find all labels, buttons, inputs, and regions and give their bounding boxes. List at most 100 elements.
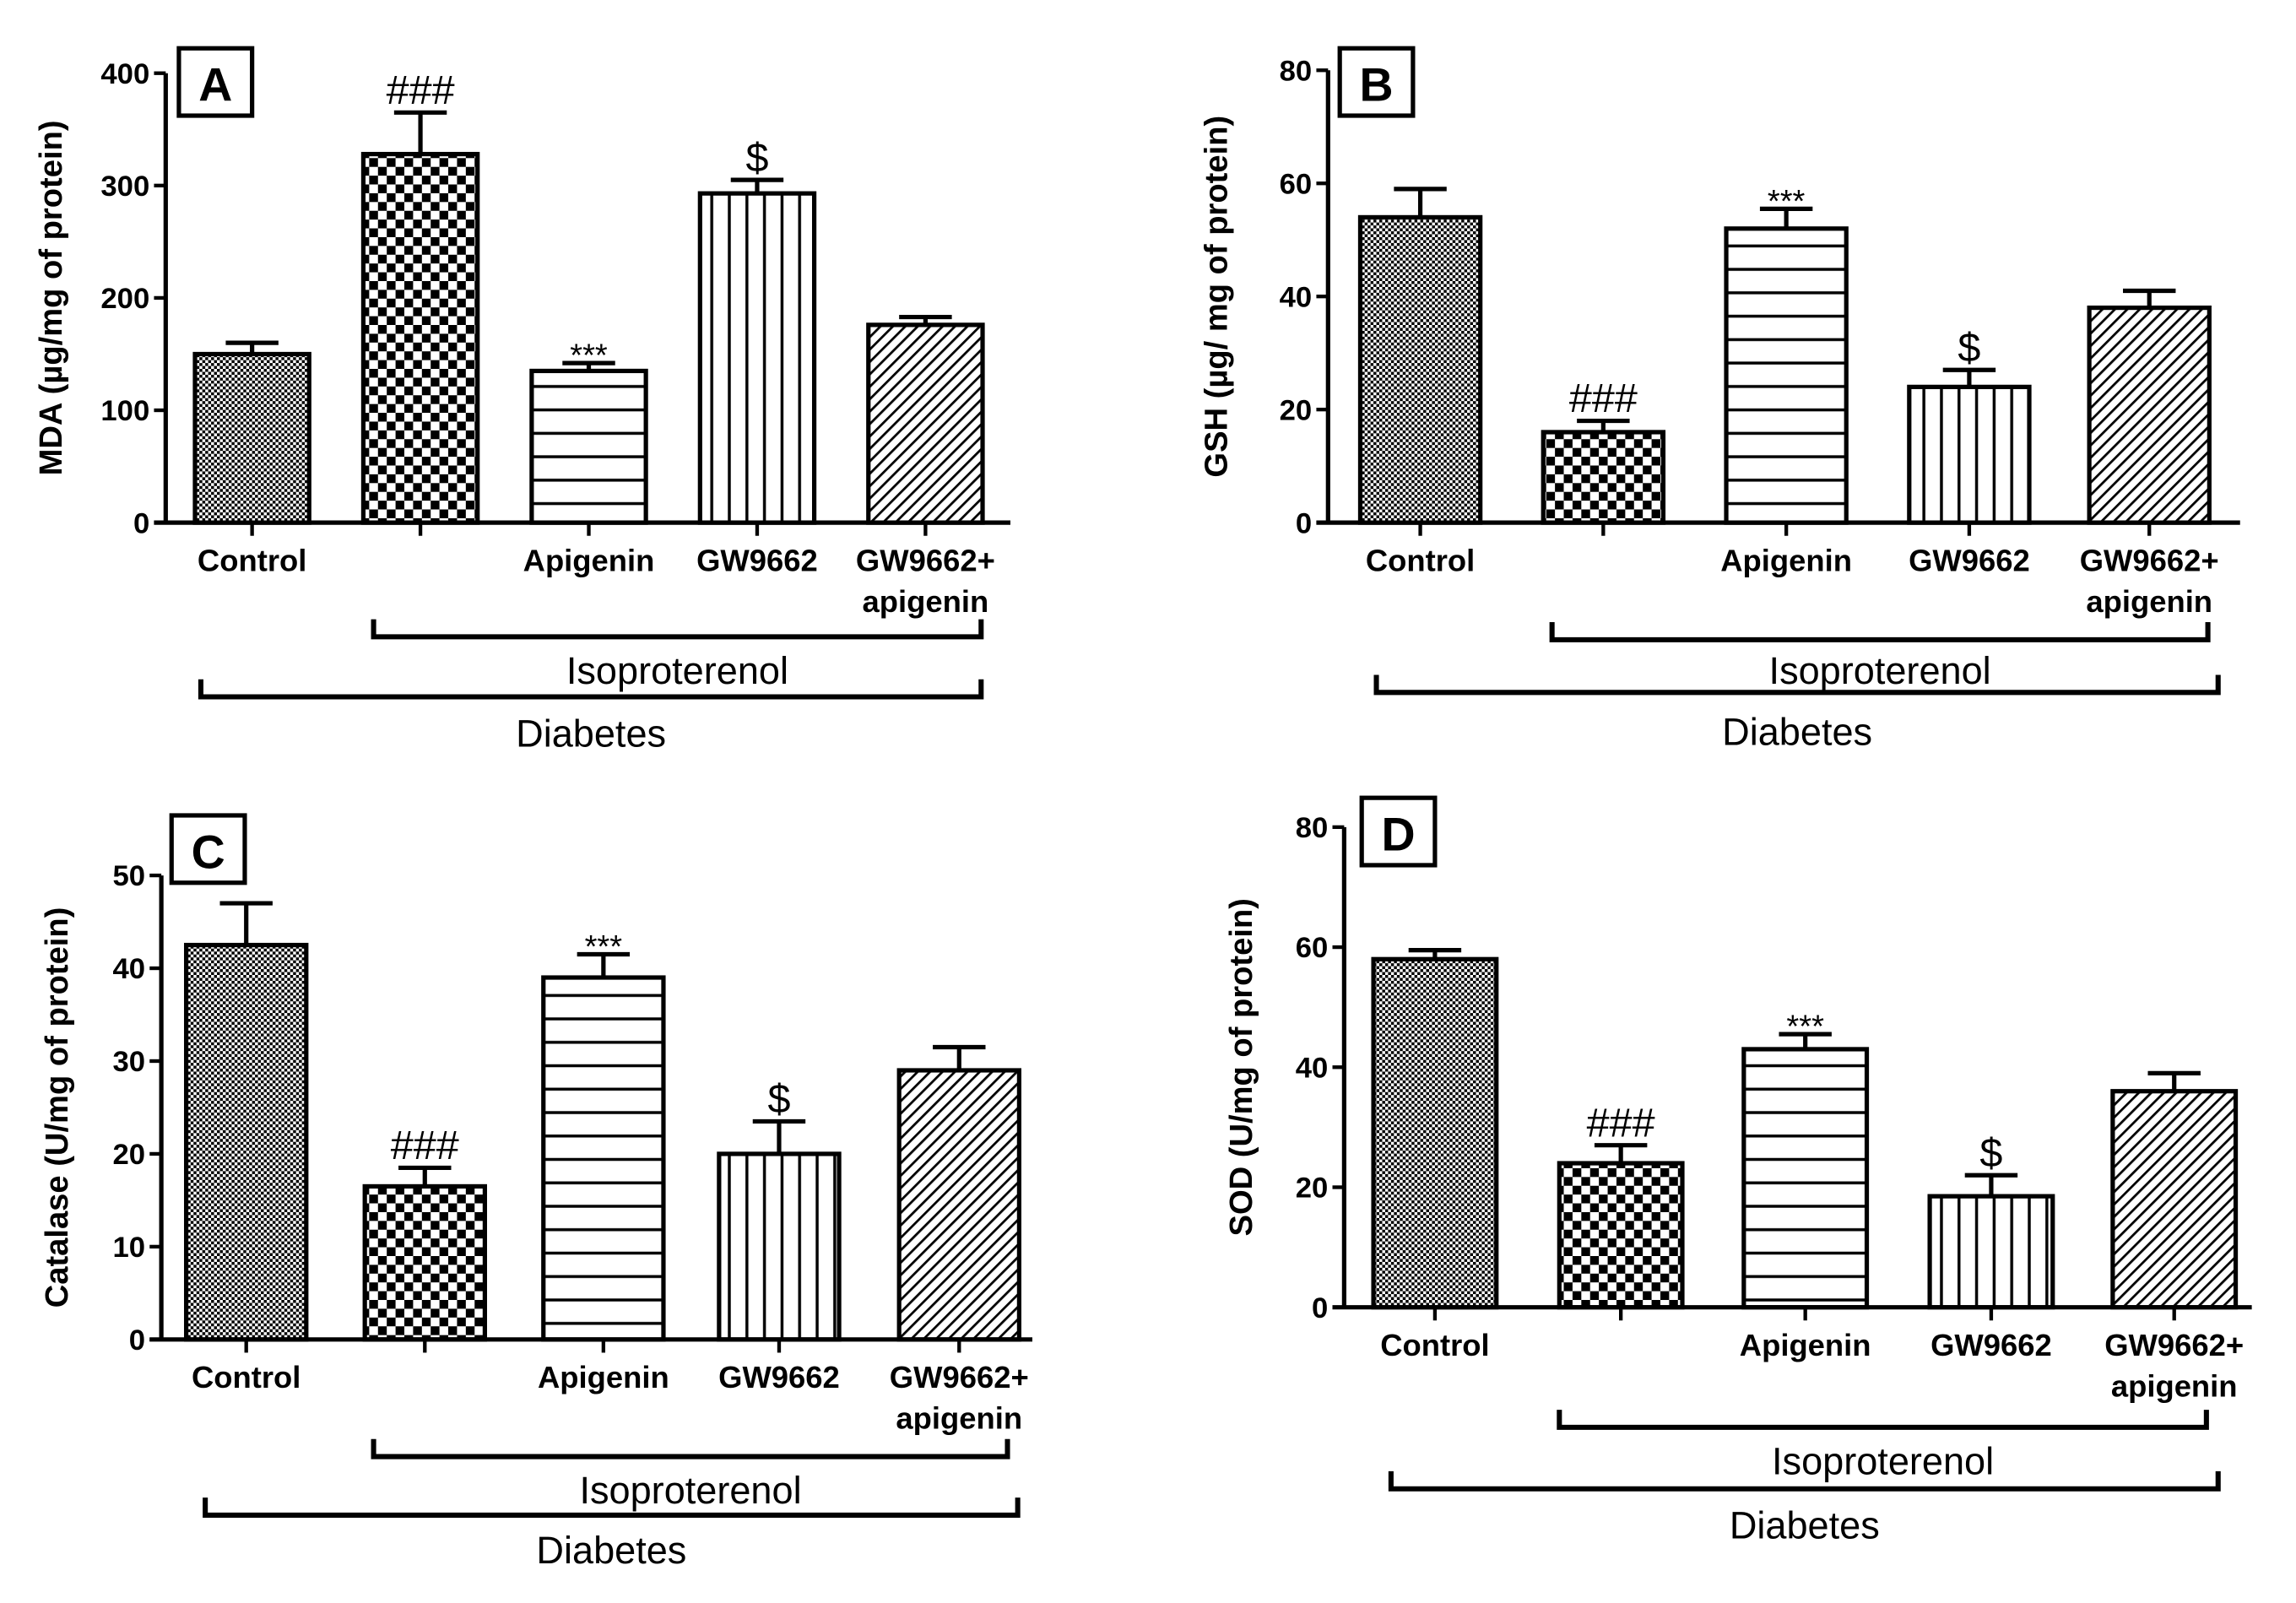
panel-a: Control ### *** Apigenin $ GW9662 GW9662+ apige… — [33, 46, 1010, 755]
panel-letter: D — [1382, 809, 1416, 861]
y-tick-label: 0 — [1296, 507, 1312, 539]
bar — [1357, 214, 1483, 525]
significance-label: $ — [767, 1076, 790, 1122]
bar — [2110, 1089, 2239, 1310]
y-axis-label: MDA (µg/mg of protein) — [33, 120, 69, 475]
x-tick-label: Control — [1366, 543, 1475, 577]
bar — [362, 1183, 487, 1342]
group-bracket — [1549, 622, 2211, 642]
x-tick-label: GW9662+ — [2104, 1328, 2244, 1362]
y-tick-label: 0 — [1312, 1292, 1328, 1324]
group-label: Diabetes — [536, 1529, 686, 1572]
y-axis-label: Catalase (U/mg of protein) — [39, 907, 75, 1308]
y-axis-label: SOD (U/mg of protein) — [1223, 898, 1259, 1236]
bar — [541, 975, 666, 1342]
panel-letter-box — [1359, 795, 1438, 868]
x-tick-label: GW9662 — [718, 1360, 840, 1395]
panel-d: Control ### *** Apigenin $ GW9662 GW9662+ apige… — [1223, 795, 2252, 1547]
y-tick-label: 80 — [1296, 812, 1329, 844]
group-bracket — [203, 1497, 1021, 1518]
group-bracket — [1557, 1410, 2209, 1430]
y-tick-label: 100 — [100, 395, 149, 427]
y-tick-label: 80 — [1280, 55, 1313, 87]
y-tick-label: 50 — [112, 860, 145, 892]
x-tick-label: apigenin — [896, 1401, 1022, 1436]
bar — [529, 368, 648, 525]
panel-letter: A — [198, 59, 232, 111]
x-tick-label: apigenin — [2111, 1368, 2238, 1403]
bar — [896, 1068, 1021, 1342]
bar — [1541, 430, 1666, 525]
y-tick-label: 300 — [100, 171, 149, 203]
y-tick-label: 20 — [1280, 394, 1313, 426]
bar — [1907, 384, 2032, 525]
significance-label: ### — [387, 68, 455, 113]
y-tick-label: 200 — [100, 283, 149, 315]
significance-label: $ — [1979, 1130, 2002, 1176]
group-label: Isoproterenol — [1769, 649, 1991, 692]
x-tick-label: GW9662+ — [856, 543, 995, 577]
y-tick-label: 40 — [1296, 1052, 1329, 1084]
y-tick-label: 0 — [129, 1324, 145, 1357]
group-label: Isoproterenol — [566, 649, 788, 692]
bar — [1724, 226, 1849, 525]
y-tick-label: 40 — [112, 953, 145, 985]
y-tick-label: 60 — [1296, 932, 1329, 964]
significance-label: ### — [1587, 1100, 1655, 1145]
significance-label: *** — [585, 929, 623, 965]
group-bracket — [198, 679, 984, 700]
group-label: Isoproterenol — [1772, 1439, 1994, 1482]
x-tick-label: apigenin — [863, 584, 989, 619]
group-label: Diabetes — [1722, 711, 1872, 754]
x-tick-label: GW9662+ — [890, 1360, 1029, 1395]
group-label: Diabetes — [1730, 1504, 1880, 1547]
significance-label: ### — [391, 1123, 459, 1168]
panel-letter-box — [176, 46, 255, 118]
panel-letter: C — [192, 826, 225, 878]
y-tick-label: 40 — [1280, 281, 1313, 313]
significance-label: *** — [1768, 183, 1806, 219]
group-bracket — [1388, 1470, 2221, 1492]
bar — [1371, 956, 1499, 1310]
x-tick-label: GW9662 — [1909, 543, 2030, 577]
group-label: Isoproterenol — [579, 1469, 801, 1512]
panel-letter-box — [1337, 46, 1416, 118]
group-label: Diabetes — [516, 712, 666, 755]
bar — [1741, 1047, 1870, 1310]
significance-label: $ — [745, 135, 768, 181]
bar — [183, 942, 309, 1342]
x-tick-label: GW9662 — [696, 543, 818, 577]
x-tick-label: Apigenin — [523, 543, 655, 577]
panel-c: Control ### *** Apigenin $ GW9662 GW9662+ apige… — [39, 813, 1032, 1572]
panel-letter-box — [169, 813, 247, 885]
significance-label: *** — [570, 338, 608, 374]
x-tick-label: Apigenin — [1720, 543, 1852, 577]
x-tick-label: Control — [198, 543, 306, 577]
x-tick-label: Apigenin — [538, 1360, 669, 1395]
bar — [717, 1151, 842, 1342]
bar — [192, 351, 311, 525]
group-bracket — [371, 619, 984, 640]
bar — [360, 151, 480, 525]
y-tick-label: 10 — [112, 1232, 145, 1264]
group-bracket — [1373, 674, 2221, 696]
significance-label: $ — [1958, 325, 1980, 371]
bar — [2087, 305, 2212, 525]
x-tick-label: GW9662 — [1930, 1328, 2052, 1362]
x-tick-label: Apigenin — [1740, 1328, 1871, 1362]
y-tick-label: 20 — [112, 1139, 145, 1171]
significance-label: *** — [1786, 1009, 1824, 1045]
panel-letter: B — [1360, 59, 1394, 111]
y-tick-label: 0 — [133, 507, 149, 539]
bar — [1557, 1161, 1685, 1310]
group-bracket — [371, 1438, 1010, 1459]
panel-b: Control ### *** Apigenin $ GW9662 GW9662+ apige… — [1199, 46, 2240, 754]
bar — [866, 322, 985, 525]
y-axis-label: GSH (µg/ mg of protein) — [1199, 116, 1235, 478]
x-tick-label: Control — [192, 1360, 301, 1395]
y-tick-label: 20 — [1296, 1172, 1329, 1205]
significance-label: ### — [1569, 376, 1638, 421]
x-tick-label: apigenin — [2086, 584, 2212, 619]
x-tick-label: Control — [1380, 1328, 1489, 1362]
